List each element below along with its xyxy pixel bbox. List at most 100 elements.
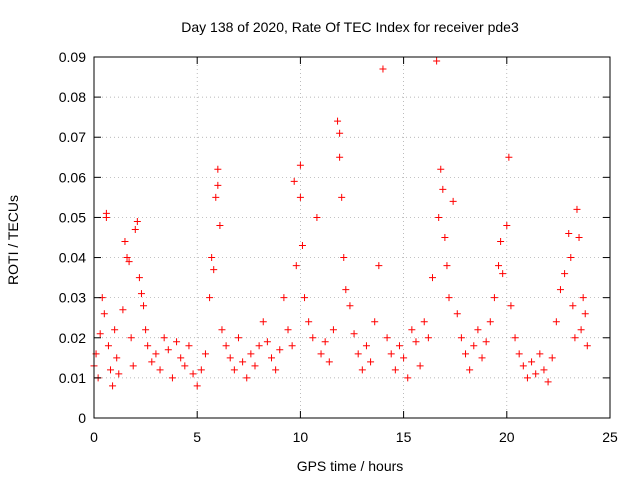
data-point xyxy=(375,262,383,270)
data-point xyxy=(346,302,354,310)
y-axis-label: ROTI / TECUs xyxy=(5,195,21,285)
y-tick-label: 0.08 xyxy=(59,89,86,105)
data-point xyxy=(379,65,387,73)
data-point xyxy=(340,254,348,262)
data-point xyxy=(234,334,242,342)
data-point xyxy=(125,258,133,266)
y-tick-label: 0.09 xyxy=(59,49,86,65)
data-point xyxy=(129,362,137,370)
data-point xyxy=(230,366,238,374)
data-point xyxy=(567,254,575,262)
data-point xyxy=(152,350,160,358)
data-point xyxy=(164,346,172,354)
data-point xyxy=(208,254,216,262)
data-point xyxy=(133,217,141,225)
data-point xyxy=(222,342,230,350)
data-point xyxy=(387,350,395,358)
x-tick-label: 20 xyxy=(499,429,515,445)
data-point xyxy=(544,378,552,386)
data-point xyxy=(127,334,135,342)
x-tick-label: 0 xyxy=(90,429,98,445)
x-axis-label: GPS time / hours xyxy=(297,458,404,474)
data-point xyxy=(474,326,482,334)
data-point xyxy=(556,286,564,294)
data-point xyxy=(140,302,148,310)
y-tick-label: 0.07 xyxy=(59,129,86,145)
data-point xyxy=(420,318,428,326)
data-point xyxy=(142,326,150,334)
y-tick-label: 0.04 xyxy=(59,250,86,266)
data-point xyxy=(416,362,424,370)
data-point xyxy=(263,338,271,346)
data-point xyxy=(301,294,309,302)
data-point xyxy=(201,350,209,358)
data-point xyxy=(515,350,523,358)
data-point xyxy=(189,370,197,378)
y-tick-label: 0.03 xyxy=(59,290,86,306)
data-point xyxy=(548,354,556,362)
data-point xyxy=(247,350,255,358)
data-point xyxy=(358,366,366,374)
data-point xyxy=(243,374,251,382)
data-point xyxy=(298,242,306,250)
data-point xyxy=(577,326,585,334)
data-point xyxy=(400,354,408,362)
data-point xyxy=(317,350,325,358)
data-point xyxy=(495,262,503,270)
data-point xyxy=(362,342,370,350)
data-point xyxy=(571,334,579,342)
data-point xyxy=(561,270,569,278)
data-point xyxy=(565,229,573,237)
data-point xyxy=(470,342,478,350)
data-point xyxy=(532,370,540,378)
data-point xyxy=(181,362,189,370)
data-point xyxy=(104,342,112,350)
data-point xyxy=(443,262,451,270)
data-point xyxy=(168,374,176,382)
data-point xyxy=(412,338,420,346)
data-point xyxy=(309,334,317,342)
data-point xyxy=(334,117,342,125)
data-point xyxy=(573,205,581,213)
data-point xyxy=(497,238,505,246)
data-point xyxy=(148,358,156,366)
data-point xyxy=(119,306,127,314)
data-point xyxy=(121,238,129,246)
data-point xyxy=(216,221,224,229)
data-point xyxy=(131,225,139,233)
data-point xyxy=(102,213,110,221)
data-point xyxy=(439,185,447,193)
data-point xyxy=(255,342,263,350)
data-point xyxy=(210,266,218,274)
data-point xyxy=(433,57,441,65)
data-point xyxy=(177,354,185,362)
data-point xyxy=(490,294,498,302)
data-point xyxy=(523,374,531,382)
data-point xyxy=(552,318,560,326)
data-point xyxy=(581,310,589,318)
data-point xyxy=(123,254,131,262)
plot-frame xyxy=(93,56,611,419)
data-point xyxy=(305,318,313,326)
data-point xyxy=(457,334,465,342)
data-point xyxy=(350,330,358,338)
data-point xyxy=(453,310,461,318)
data-point xyxy=(325,358,333,366)
data-point xyxy=(276,346,284,354)
data-point xyxy=(313,213,321,221)
x-tick-label: 10 xyxy=(293,429,309,445)
data-point xyxy=(272,366,280,374)
axis-ticks: 0 0.01 0.02 0.03 0.04 0.05 0.06 0.07 0.08 0.09 0 5 1… xyxy=(59,49,618,445)
data-point xyxy=(569,302,577,310)
data-point xyxy=(507,302,515,310)
data-point xyxy=(193,382,201,390)
data-point xyxy=(144,342,152,350)
data-point xyxy=(329,326,337,334)
y-tick-label: 0.06 xyxy=(59,169,86,185)
x-tick-label: 5 xyxy=(193,429,201,445)
data-point xyxy=(107,366,115,374)
data-point xyxy=(449,197,457,205)
data-point xyxy=(113,354,121,362)
data-point xyxy=(462,350,470,358)
data-point xyxy=(579,294,587,302)
